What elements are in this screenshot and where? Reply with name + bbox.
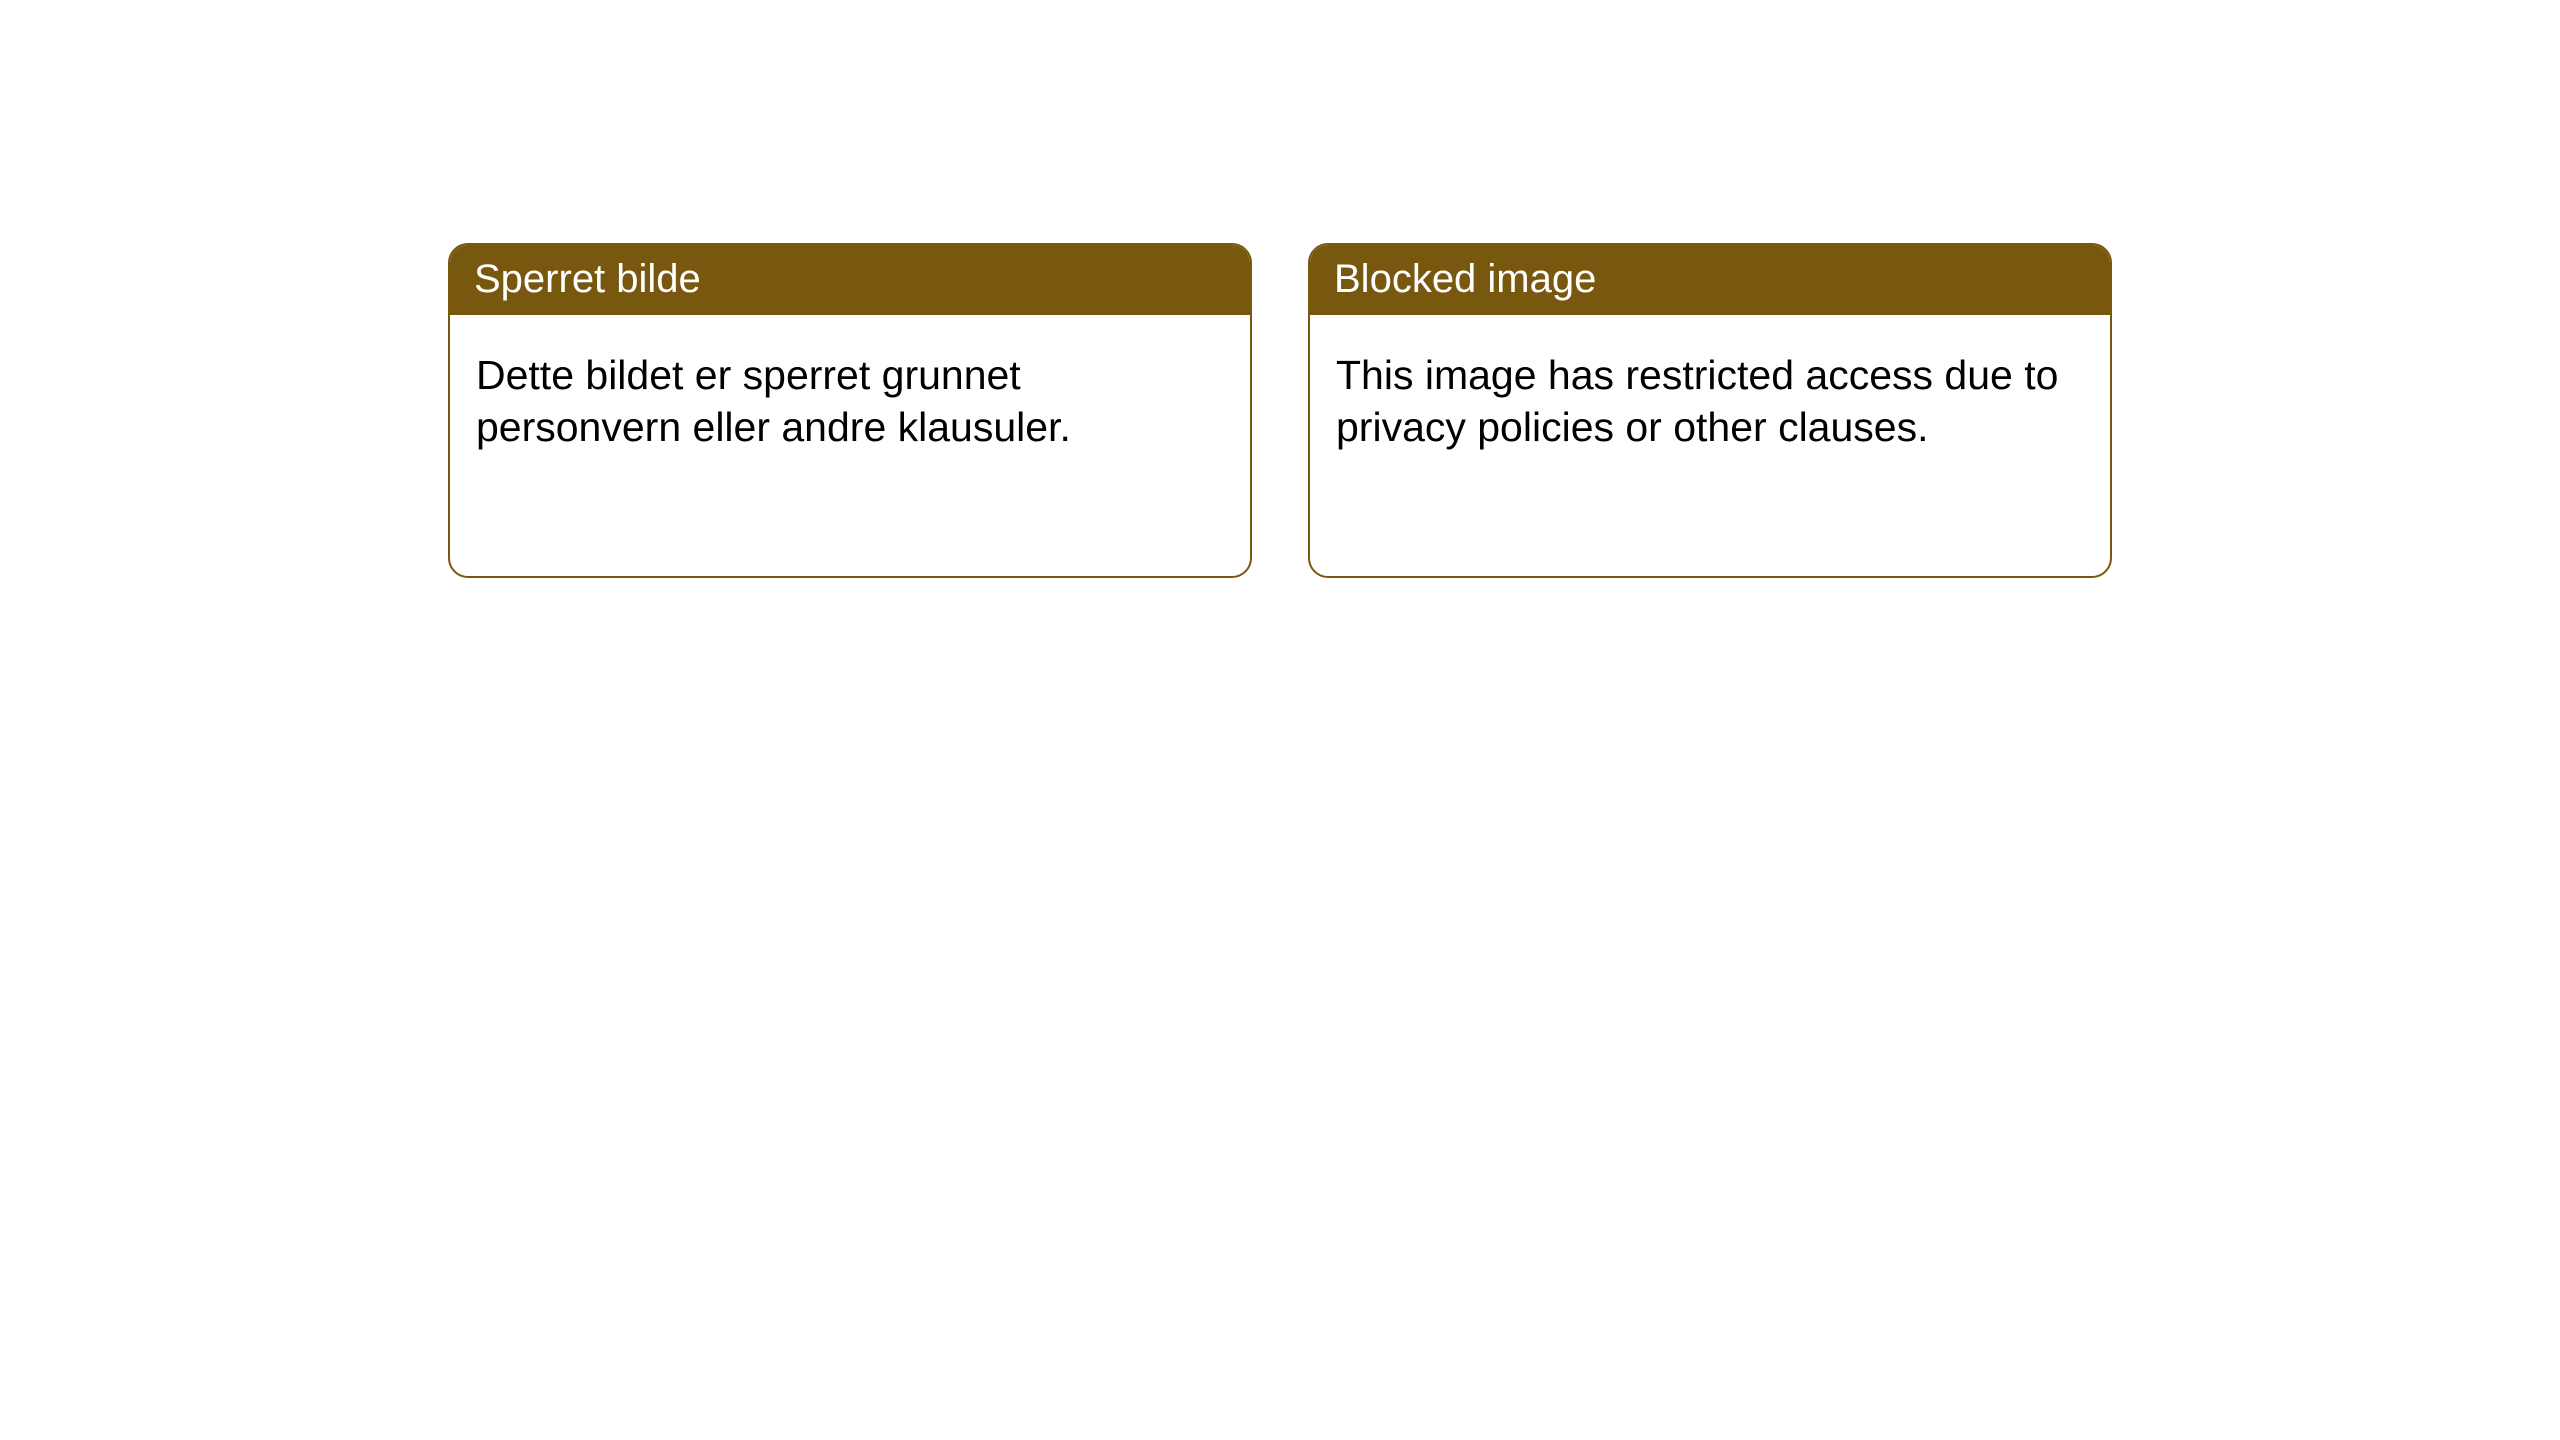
notice-card-english: Blocked image This image has restricted … (1308, 243, 2112, 578)
notice-container: Sperret bilde Dette bildet er sperret gr… (0, 0, 2560, 578)
notice-title-norwegian: Sperret bilde (450, 245, 1250, 315)
notice-card-norwegian: Sperret bilde Dette bildet er sperret gr… (448, 243, 1252, 578)
notice-body-english: This image has restricted access due to … (1310, 315, 2110, 488)
notice-body-norwegian: Dette bildet er sperret grunnet personve… (450, 315, 1250, 488)
notice-title-english: Blocked image (1310, 245, 2110, 315)
